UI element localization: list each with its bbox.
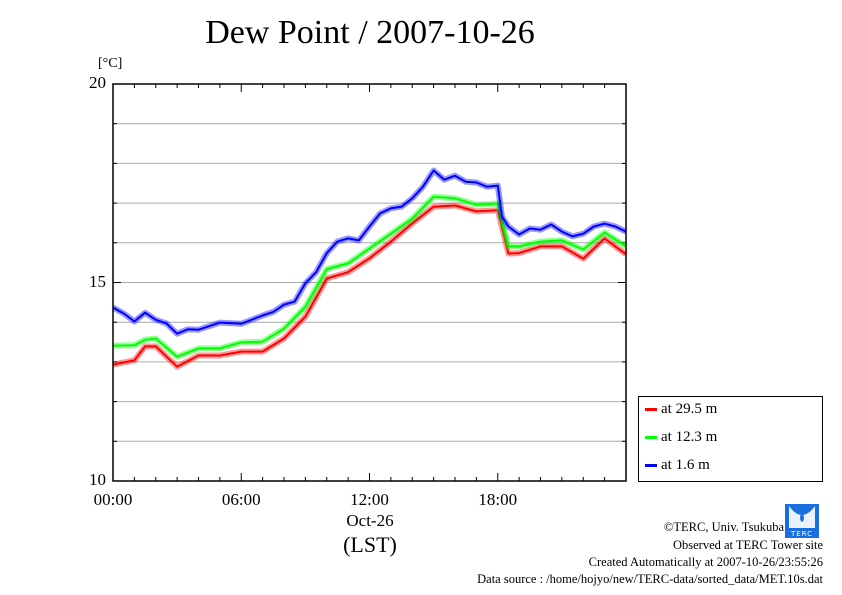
- legend-swatch: [645, 464, 657, 467]
- copyright-text: ©TERC, Univ. Tsukuba: [663, 520, 784, 534]
- legend-item-12-3m: at 12.3 m: [645, 429, 717, 446]
- svg-text:TERC: TERC: [790, 530, 813, 538]
- series-line-0: [112, 204, 627, 368]
- plot-frame: [112, 83, 627, 482]
- legend-label: at 29.5 m: [661, 401, 718, 417]
- legend-label: at 12.3 m: [661, 429, 718, 445]
- x-tick-label: 06:00: [221, 490, 261, 509]
- series-band-2: [111, 167, 628, 337]
- series-line-1: [112, 195, 627, 358]
- legend-swatch: [645, 436, 657, 439]
- observed-text: Observed at TERC Tower site: [672, 538, 823, 552]
- y-tick-label: 20: [89, 73, 106, 92]
- x-tick-label: 18:00: [478, 490, 518, 509]
- y-axis-unit: [°C]: [98, 56, 123, 71]
- legend-item-29-5m: at 29.5 m: [645, 401, 717, 418]
- created-text: Created Automatically at 2007-10-26/23:5…: [588, 555, 823, 569]
- chart-title: Dew Point / 2007-10-26: [205, 14, 535, 51]
- series-band-1: [112, 193, 628, 360]
- y-tick-label: 15: [89, 271, 106, 291]
- legend: at 29.5 m at 12.3 m at 1.6 m: [638, 396, 823, 482]
- source-text: Data source : /home/hojyo/new/TERC-data/…: [477, 572, 823, 586]
- x-tick-label: 00:00: [93, 490, 133, 509]
- series-line-2: [112, 169, 627, 335]
- x-axis-label: (LST): [343, 532, 397, 557]
- x-tick-label: 12:00: [350, 490, 389, 509]
- legend-swatch: [645, 408, 657, 411]
- terc-logo: TERC: [785, 504, 819, 538]
- y-tick-label: 10: [89, 470, 106, 489]
- legend-label: at 1.6 m: [661, 457, 710, 473]
- x-axis-date: Oct-26: [346, 511, 394, 530]
- legend-item-1-6m: at 1.6 m: [645, 457, 710, 474]
